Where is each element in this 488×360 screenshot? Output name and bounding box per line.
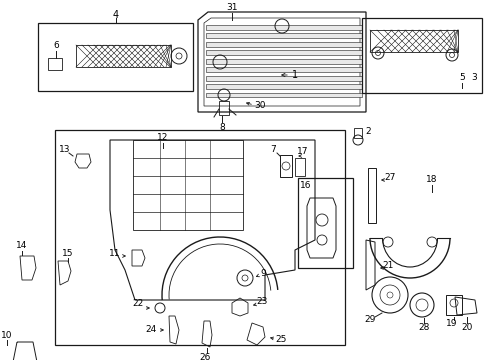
Text: 6: 6	[53, 40, 59, 49]
Text: 11: 11	[109, 248, 121, 257]
Bar	[367, 168, 375, 223]
Polygon shape	[205, 33, 361, 39]
Text: 18: 18	[426, 175, 437, 184]
Text: 10: 10	[1, 330, 13, 339]
Text: 7: 7	[269, 145, 275, 154]
Text: 27: 27	[384, 174, 395, 183]
Bar	[280, 155, 291, 177]
Text: 28: 28	[417, 323, 429, 332]
Bar	[353, 128, 361, 138]
Bar	[55, 130, 345, 345]
Text: 15: 15	[62, 248, 74, 257]
Bar	[294, 158, 305, 176]
Text: 31: 31	[226, 4, 237, 13]
Text: 23: 23	[256, 297, 267, 306]
Bar	[361, 18, 481, 93]
Bar	[76, 45, 171, 67]
Text: 25: 25	[275, 336, 286, 345]
Text: 17: 17	[297, 148, 308, 157]
Polygon shape	[205, 67, 361, 72]
Text: 12: 12	[157, 134, 168, 143]
Bar	[48, 58, 62, 70]
Text: 16: 16	[300, 181, 311, 190]
Text: 30: 30	[254, 100, 265, 109]
Text: 24: 24	[145, 325, 156, 334]
Polygon shape	[205, 25, 361, 30]
Text: 2: 2	[365, 127, 370, 136]
Text: 5: 5	[458, 73, 464, 82]
Text: 20: 20	[460, 323, 472, 332]
Polygon shape	[205, 76, 361, 81]
Text: 3: 3	[470, 73, 476, 82]
Polygon shape	[205, 84, 361, 89]
Bar	[445, 295, 461, 315]
Text: 19: 19	[446, 319, 457, 328]
Polygon shape	[205, 59, 361, 64]
Bar	[133, 140, 243, 230]
Bar	[297, 178, 352, 268]
Bar	[369, 30, 457, 52]
Polygon shape	[205, 50, 361, 55]
Polygon shape	[205, 42, 361, 47]
Text: 26: 26	[199, 352, 210, 360]
Bar	[38, 23, 193, 91]
Polygon shape	[205, 93, 361, 98]
Text: 29: 29	[364, 315, 375, 324]
Text: 14: 14	[16, 242, 28, 251]
Text: 1: 1	[291, 70, 298, 80]
Text: 22: 22	[132, 300, 143, 309]
Bar	[219, 101, 228, 115]
Text: 9: 9	[260, 269, 265, 278]
Text: 13: 13	[59, 145, 71, 154]
Text: 8: 8	[219, 123, 224, 132]
Text: 4: 4	[112, 10, 118, 20]
Text: 21: 21	[382, 261, 393, 270]
